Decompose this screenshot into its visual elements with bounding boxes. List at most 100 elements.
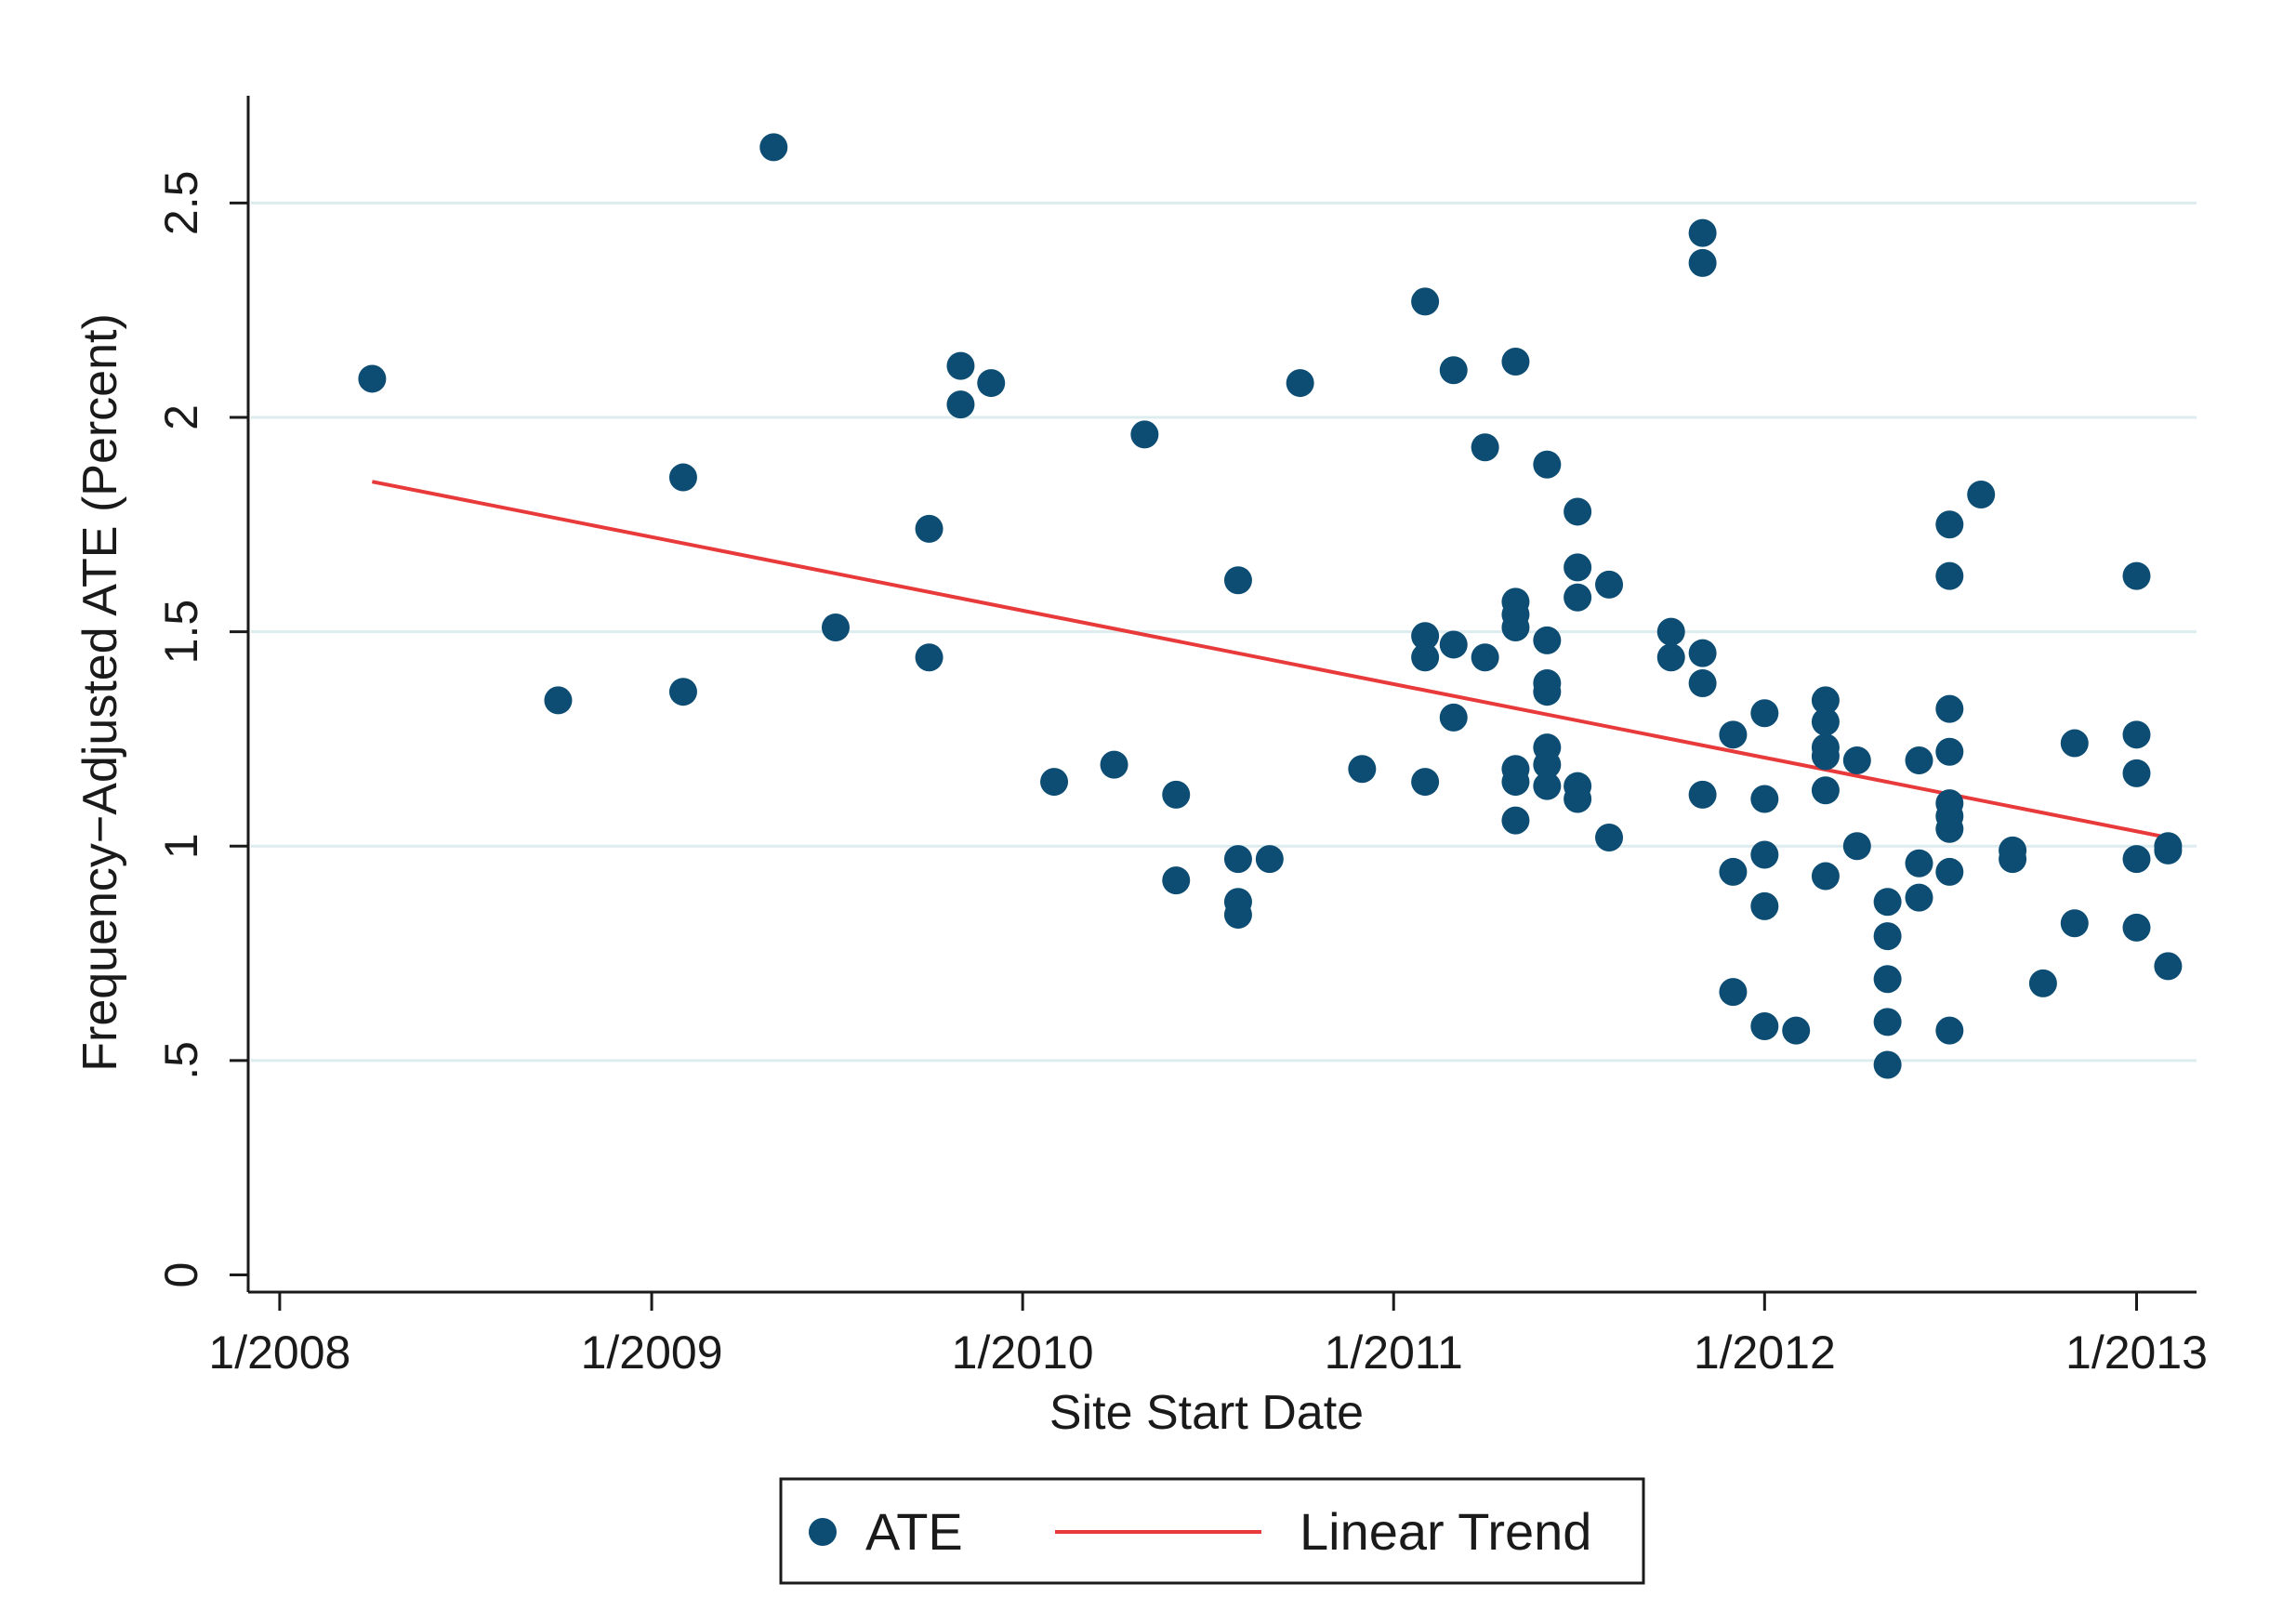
ate-point xyxy=(915,514,943,543)
x-tick-label: 1/2008 xyxy=(208,1326,350,1379)
ate-point xyxy=(1100,750,1128,779)
y-tick-label: 2.5 xyxy=(155,171,207,236)
ate-point xyxy=(1905,849,1933,878)
x-tick-label: 1/2009 xyxy=(581,1326,723,1379)
ate-point xyxy=(1811,862,1840,891)
ate-point xyxy=(1501,348,1530,376)
ate-point xyxy=(1656,617,1685,646)
ate-point xyxy=(1750,1012,1779,1040)
ate-point xyxy=(2154,952,2183,981)
ate-point xyxy=(1223,845,1252,874)
ate-point xyxy=(1564,497,1592,526)
ate-point xyxy=(1935,1016,1964,1045)
ate-point xyxy=(2122,759,2151,787)
legend-label-trend: Linear Trend xyxy=(1300,1502,1591,1561)
ate-point xyxy=(1595,824,1624,852)
ate-point xyxy=(2060,729,2089,758)
ate-point xyxy=(1811,742,1840,771)
ate-point xyxy=(1750,891,1779,920)
x-tick-label: 1/2010 xyxy=(952,1326,1094,1379)
ate-point xyxy=(1564,583,1592,612)
ate-point xyxy=(1967,481,1996,508)
ate-point xyxy=(759,133,788,162)
grid-lines xyxy=(251,201,2197,1062)
ate-point xyxy=(1873,1050,1902,1079)
ate-point xyxy=(1905,746,1933,774)
linear-trend-layer xyxy=(372,480,2169,839)
ate-point xyxy=(1688,668,1717,697)
ate-point xyxy=(1564,553,1592,582)
ate-point xyxy=(1935,561,1964,590)
ate-point xyxy=(1162,866,1191,895)
ate-point xyxy=(1439,356,1468,385)
ate-point xyxy=(1688,780,1717,809)
ate-point xyxy=(1255,845,1284,874)
ate-point xyxy=(2154,836,2183,864)
ate-point xyxy=(1811,776,1840,805)
ate-point xyxy=(1595,570,1624,599)
ate-point xyxy=(1873,922,1902,951)
ate-point xyxy=(2122,913,2151,942)
ate-point xyxy=(1873,888,1902,917)
linear-trend-line xyxy=(372,480,2169,839)
ate-point xyxy=(1999,845,2027,874)
ate-point xyxy=(1811,707,1840,736)
ate-point xyxy=(1533,750,1562,779)
ate-point xyxy=(1411,287,1440,316)
ate-point xyxy=(1688,639,1717,667)
ate-point xyxy=(915,643,943,672)
ate-point xyxy=(1411,643,1440,672)
ate-point xyxy=(1533,450,1562,479)
ate-point xyxy=(1501,614,1530,641)
ate-point xyxy=(1935,510,1964,539)
ate-point xyxy=(2060,909,2089,938)
ate-point xyxy=(1719,857,1748,886)
ate-point xyxy=(1935,737,1964,766)
ate-point xyxy=(1501,806,1530,835)
ate-point xyxy=(946,351,975,380)
ate-point xyxy=(1162,780,1191,809)
ate-point xyxy=(1439,630,1468,659)
ate-point xyxy=(1935,814,1964,843)
x-axis-title: Site Start Date xyxy=(1049,1386,1364,1440)
ate-point xyxy=(977,369,1006,398)
x-tick-label: 1/2012 xyxy=(1694,1326,1836,1379)
ate-point xyxy=(2028,969,2057,997)
y-tick-label: 1.5 xyxy=(155,600,207,665)
axes xyxy=(230,96,2197,1311)
ate-points-layer xyxy=(358,133,2183,1079)
ate-point xyxy=(544,686,573,715)
ate-point xyxy=(1750,699,1779,728)
y-tick-label: 2 xyxy=(155,404,207,430)
ate-point xyxy=(1656,643,1685,672)
ate-point xyxy=(1564,785,1592,813)
ate-point xyxy=(1471,643,1499,672)
ate-point xyxy=(2122,561,2151,590)
ate-point xyxy=(1223,566,1252,595)
ate-point xyxy=(1223,901,1252,930)
y-tick-label: 1 xyxy=(155,833,207,859)
ate-point xyxy=(2122,845,2151,874)
ate-point xyxy=(1719,720,1748,749)
ate-point xyxy=(1040,768,1069,797)
ate-point xyxy=(1719,978,1748,1007)
ate-point xyxy=(2122,720,2151,749)
ate-point xyxy=(1782,1016,1811,1045)
ate-point xyxy=(946,390,975,419)
ate-point xyxy=(1905,883,1933,912)
ate-point xyxy=(1533,626,1562,654)
ate-point xyxy=(1688,248,1717,277)
ate-point xyxy=(1533,678,1562,706)
ate-point xyxy=(1842,832,1871,861)
ate-point xyxy=(821,614,850,641)
x-tick-label: 1/2011 xyxy=(1325,1326,1463,1379)
ate-point xyxy=(1935,857,1964,886)
ate-point xyxy=(1348,755,1377,784)
legend-ate-marker xyxy=(809,1518,837,1546)
ate-point xyxy=(1286,369,1314,398)
ate-point xyxy=(1471,433,1499,462)
y-tick-label: 0 xyxy=(155,1262,207,1288)
ate-point xyxy=(358,364,387,393)
ate-point xyxy=(1411,622,1440,651)
